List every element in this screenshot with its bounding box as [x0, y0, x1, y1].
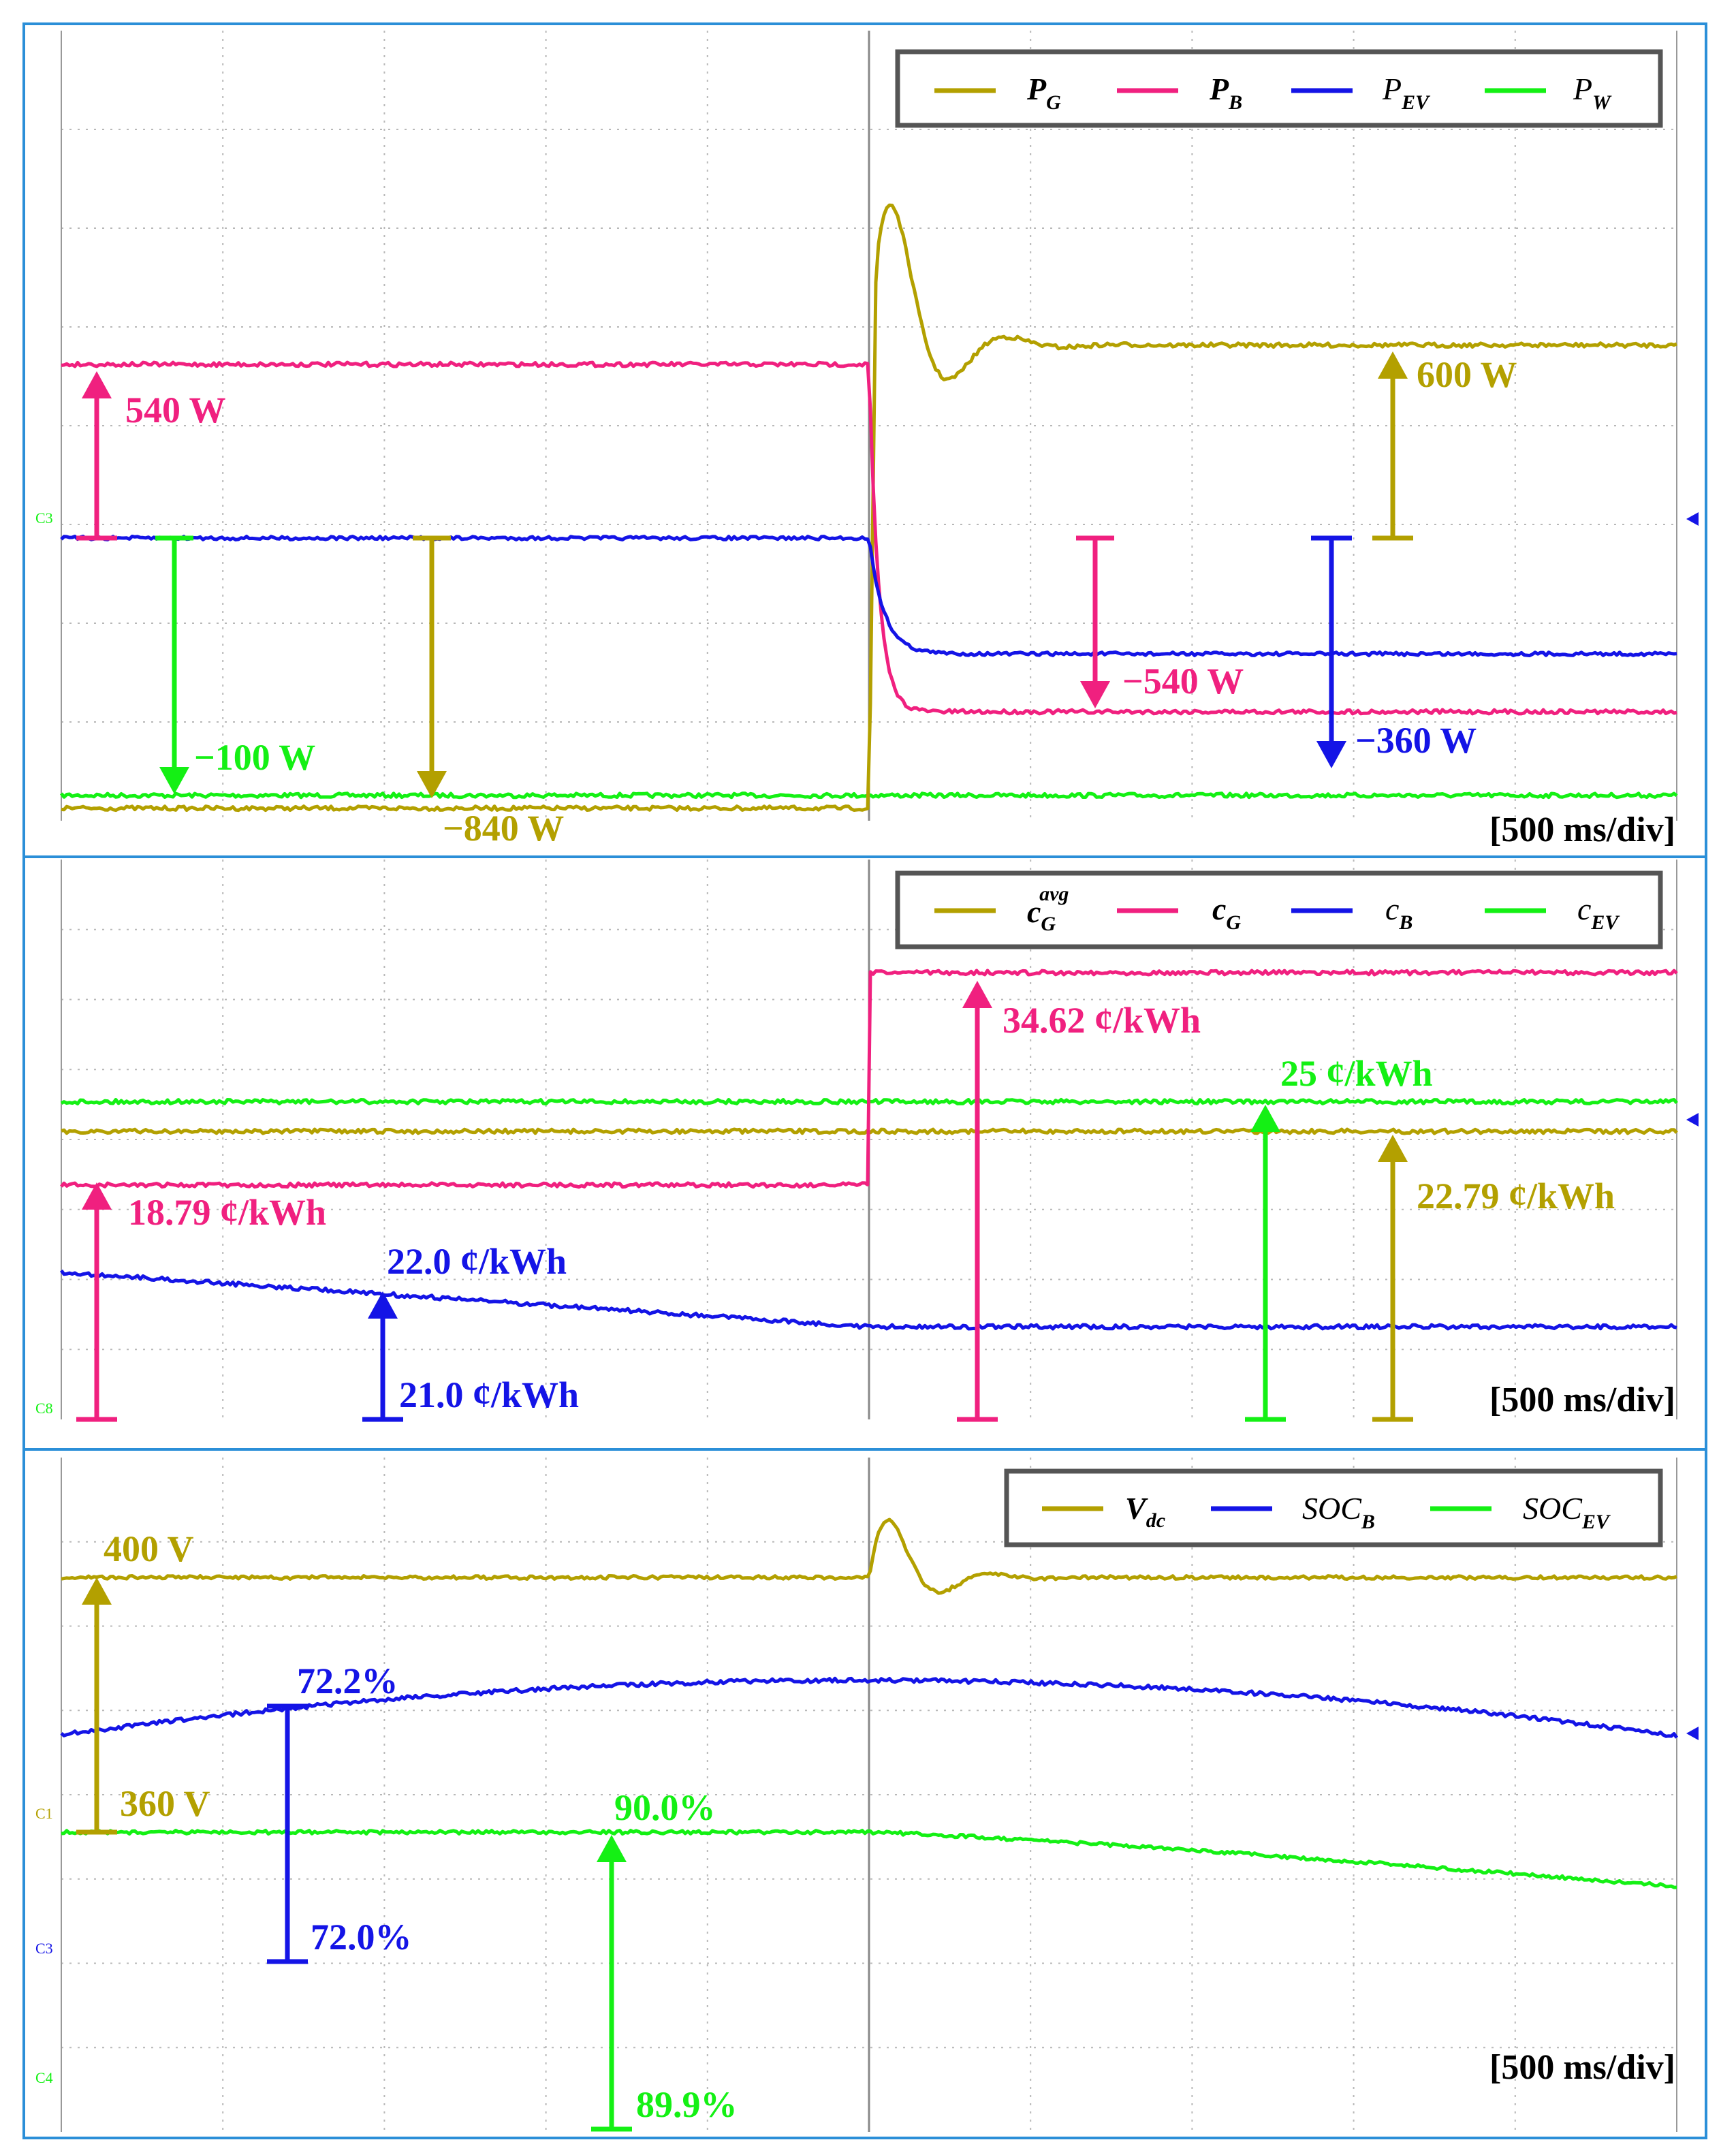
legend-label-cb: cB [1385, 892, 1413, 934]
annotation-socev: 90.0% 89.9% [591, 1787, 738, 2132]
annotation-minus-840w: −840 W [413, 535, 564, 849]
annotation-text-90-0: 90.0% [614, 1787, 716, 1828]
annotation-text-22-79: 22.79 ¢/kWh [1417, 1176, 1615, 1216]
legend-label-pb: PB [1209, 72, 1242, 114]
figure-frame [22, 22, 1707, 2139]
legend-label-cev: cEV [1577, 892, 1620, 934]
legend-label-cg: cG [1212, 892, 1241, 934]
legend-label-socb: SOCB [1302, 1491, 1375, 1533]
legend-label-vdc: Vdc [1125, 1491, 1165, 1532]
trace-pb [61, 360, 1677, 716]
annotation-text-34-62: 34.62 ¢/kWh [1003, 1000, 1201, 1041]
annotation-text-minus-540w: −540 W [1122, 661, 1244, 702]
channel-marker-c1: C1 [35, 1805, 53, 1822]
soc-legend: Vdc SOCB SOCEV [1004, 1468, 1663, 1547]
timebase-label-2: [500 ms/div] [1489, 1381, 1675, 1419]
cost-legend: cGavg cG cB cEV [895, 870, 1663, 949]
trace-pev [60, 535, 1677, 657]
cost-panel: C8 cGavg cG cB cEV 18.79 ¢/kWh 22.0 ¢/kW… [35, 860, 1699, 1422]
ground-marker-triangle [1686, 512, 1699, 526]
channel-marker-c3-b: C3 [35, 1940, 53, 1957]
annotation-540w: 540 W [76, 371, 226, 541]
trace-cg [60, 969, 1678, 1189]
timebase-label-1: [500 ms/div] [1489, 811, 1675, 849]
channel-marker-c4: C4 [35, 2069, 53, 2086]
annotation-text-72-2: 72.2% [297, 1661, 398, 1701]
cost-panel-traces [59, 969, 1678, 1331]
annotation-text-minus-100w: −100 W [194, 737, 315, 778]
annotation-text-minus-360w: −360 W [1355, 720, 1477, 761]
timebase-label-3: [500 ms/div] [1489, 2048, 1675, 2087]
soc-panel-traces [60, 1517, 1679, 1889]
trace-socev [61, 1829, 1677, 1889]
annotation-text-25: 25 ¢/kWh [1280, 1053, 1433, 1094]
annotation-text-22-0: 22.0 ¢/kWh [387, 1241, 567, 1282]
annotation-22-79: 22.79 ¢/kWh [1372, 1135, 1615, 1422]
power-legend: PG PB PEV PW [895, 49, 1663, 128]
annotation-text-360v: 360 V [120, 1783, 210, 1824]
annotation-minus-540w: −540 W [1076, 535, 1244, 708]
annotation-18-79: 18.79 ¢/kWh [76, 1182, 326, 1422]
annotation-minus-100w: −100 W [155, 535, 315, 794]
legend-label-pg: PG [1026, 72, 1061, 114]
annotation-vdc: 400 V 360 V [76, 1528, 210, 1835]
annotation-text-21-0: 21.0 ¢/kWh [399, 1374, 579, 1415]
power-panel: C3 PG PB PEV PW 540 W −100 W [35, 31, 1699, 849]
legend-label-pev: PEV [1382, 72, 1431, 114]
trace-cb [59, 1269, 1677, 1331]
annotation-600w: 600 W [1372, 351, 1517, 541]
legend-label-pw: PW [1573, 72, 1612, 114]
power-panel-traces [59, 203, 1678, 813]
trace-socb [60, 1676, 1679, 1739]
channel-marker-c8: C8 [35, 1400, 53, 1417]
annotation-text-18-79: 18.79 ¢/kWh [128, 1192, 326, 1233]
trace-vdc [61, 1517, 1677, 1595]
trace-pg [61, 203, 1677, 813]
annotation-34-62: 34.62 ¢/kWh [957, 981, 1201, 1422]
soc-panel: C1 C3 C4 Vdc SOCB SOCEV 400 V 360 V 72.2… [35, 1458, 1699, 2132]
annotation-text-89-9: 89.9% [636, 2084, 738, 2125]
ground-marker-triangle-3 [1686, 1727, 1699, 1740]
annotation-25: 25 ¢/kWh [1245, 1053, 1433, 1422]
annotation-minus-360w: −360 W [1311, 535, 1477, 768]
channel-marker-c3: C3 [35, 509, 53, 526]
annotation-text-minus-840w: −840 W [443, 808, 564, 849]
legend-label-socev: SOCEV [1523, 1491, 1611, 1533]
annotation-text-540w: 540 W [125, 390, 226, 430]
annotation-cb-range: 22.0 ¢/kWh 21.0 ¢/kWh [362, 1241, 579, 1422]
annotation-text-400v: 400 V [104, 1528, 194, 1569]
legend-label-cg-avg: cGavg [1027, 883, 1069, 935]
annotation-socb-range: 72.2% 72.0% [267, 1661, 412, 1964]
annotation-text-600w: 600 W [1417, 354, 1517, 395]
legend-box-3 [1004, 1468, 1663, 1547]
ground-marker-triangle-2 [1686, 1113, 1699, 1127]
soc-panel-grid [61, 1458, 1677, 2132]
annotation-text-72-0: 72.0% [311, 1917, 412, 1957]
